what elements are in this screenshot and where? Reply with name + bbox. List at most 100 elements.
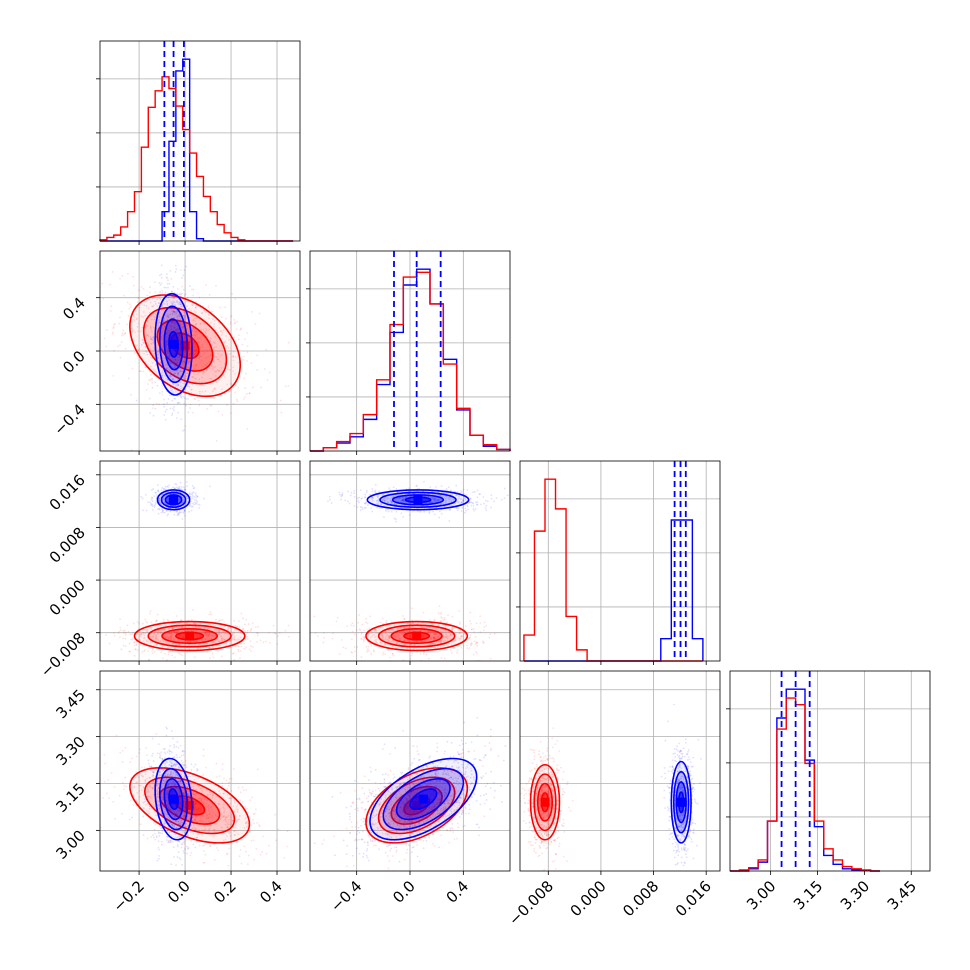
red-sample bbox=[231, 355, 234, 358]
red-sample bbox=[199, 816, 202, 819]
red-sample bbox=[164, 637, 167, 639]
red-sample bbox=[165, 637, 168, 639]
blue-sample bbox=[180, 816, 183, 818]
red-sample bbox=[193, 656, 196, 659]
blue-sample bbox=[179, 498, 181, 501]
blue-sample bbox=[148, 370, 151, 373]
red-sample bbox=[196, 876, 198, 878]
blue-sample bbox=[145, 300, 148, 303]
red-sample bbox=[207, 306, 210, 309]
blue-sample bbox=[151, 362, 154, 364]
blue-sample bbox=[152, 771, 155, 774]
blue-sample bbox=[209, 485, 211, 488]
blue-sample bbox=[151, 338, 154, 341]
blue-sample bbox=[173, 397, 176, 400]
blue-sample bbox=[167, 316, 170, 318]
red-sample bbox=[133, 641, 136, 643]
red-sample bbox=[379, 641, 382, 644]
blue-sample bbox=[158, 499, 161, 502]
blue-sample bbox=[174, 358, 177, 361]
blue-sample bbox=[148, 397, 151, 400]
red-sample bbox=[245, 646, 248, 648]
red-sample bbox=[323, 637, 326, 639]
blue-sample bbox=[191, 383, 194, 386]
red-sample bbox=[205, 816, 208, 819]
red-sample bbox=[198, 378, 201, 381]
blue-sample bbox=[183, 346, 186, 349]
blue-sample bbox=[180, 352, 182, 355]
red-sample bbox=[150, 328, 152, 330]
blue-sample bbox=[181, 429, 184, 432]
blue-sample bbox=[157, 512, 160, 515]
red-sample bbox=[436, 646, 439, 649]
blue-sample bbox=[191, 304, 194, 307]
blue-sample bbox=[174, 771, 176, 774]
blue-sample bbox=[149, 767, 152, 769]
red-sample bbox=[124, 347, 127, 350]
blue-sample bbox=[135, 399, 138, 402]
red-sample bbox=[230, 790, 233, 792]
blue-sample bbox=[186, 845, 188, 848]
blue-sample bbox=[177, 823, 180, 826]
red-sample bbox=[131, 633, 133, 636]
red-sample bbox=[222, 803, 225, 806]
blue-sample bbox=[176, 301, 179, 304]
joint-panel-0-2 bbox=[96, 460, 301, 665]
red-sample bbox=[449, 638, 452, 640]
red-sample bbox=[229, 639, 232, 642]
red-sample bbox=[142, 370, 145, 373]
red-sample bbox=[137, 296, 140, 299]
blue-sample bbox=[160, 336, 163, 339]
blue-sample bbox=[171, 407, 174, 410]
blue-sample bbox=[170, 373, 172, 376]
red-sample bbox=[161, 289, 163, 292]
blue-sample bbox=[177, 840, 180, 843]
red-sample bbox=[128, 303, 131, 305]
red-sample bbox=[98, 340, 100, 342]
blue-sample bbox=[160, 511, 163, 514]
red-sample bbox=[265, 852, 268, 855]
blue-sample bbox=[166, 794, 169, 797]
blue-sample bbox=[173, 763, 176, 766]
red-sample bbox=[236, 400, 239, 403]
panel-border bbox=[99, 670, 301, 872]
red-sample bbox=[171, 627, 174, 630]
blue-sample bbox=[151, 737, 154, 740]
blue-sample bbox=[188, 353, 191, 356]
blue-sample bbox=[158, 508, 161, 511]
red-sample bbox=[433, 637, 435, 640]
red-sample bbox=[470, 642, 473, 644]
red-sample bbox=[183, 814, 186, 817]
red-sample bbox=[135, 633, 138, 636]
red-sample bbox=[240, 327, 243, 330]
blue-sample bbox=[180, 488, 183, 490]
red-sample bbox=[176, 631, 179, 634]
red-sample bbox=[170, 770, 173, 773]
red-sample bbox=[262, 835, 264, 838]
blue-sample bbox=[167, 499, 169, 502]
blue-sample bbox=[171, 303, 174, 306]
red-sample bbox=[358, 614, 360, 616]
red-sample bbox=[474, 643, 477, 645]
red-sample bbox=[226, 787, 229, 790]
blue-sample bbox=[183, 402, 186, 405]
blue-sample bbox=[167, 513, 170, 515]
blue-sample bbox=[178, 499, 181, 502]
blue-sample bbox=[169, 841, 172, 843]
red-sample bbox=[150, 318, 153, 321]
red-sample bbox=[191, 609, 194, 611]
red-sample bbox=[205, 349, 207, 351]
red-sample bbox=[216, 369, 219, 371]
blue-sample bbox=[153, 504, 156, 507]
blue-sample bbox=[184, 404, 187, 407]
red-sample bbox=[233, 638, 236, 641]
red-sample bbox=[221, 331, 224, 334]
blue-sample bbox=[151, 505, 154, 507]
red-sample bbox=[233, 318, 236, 321]
red-sample bbox=[230, 640, 232, 643]
red-sample bbox=[170, 325, 172, 328]
red-sample bbox=[177, 652, 180, 654]
red-sample bbox=[433, 636, 436, 638]
red-sample bbox=[210, 365, 213, 368]
blue-sample bbox=[170, 829, 173, 832]
